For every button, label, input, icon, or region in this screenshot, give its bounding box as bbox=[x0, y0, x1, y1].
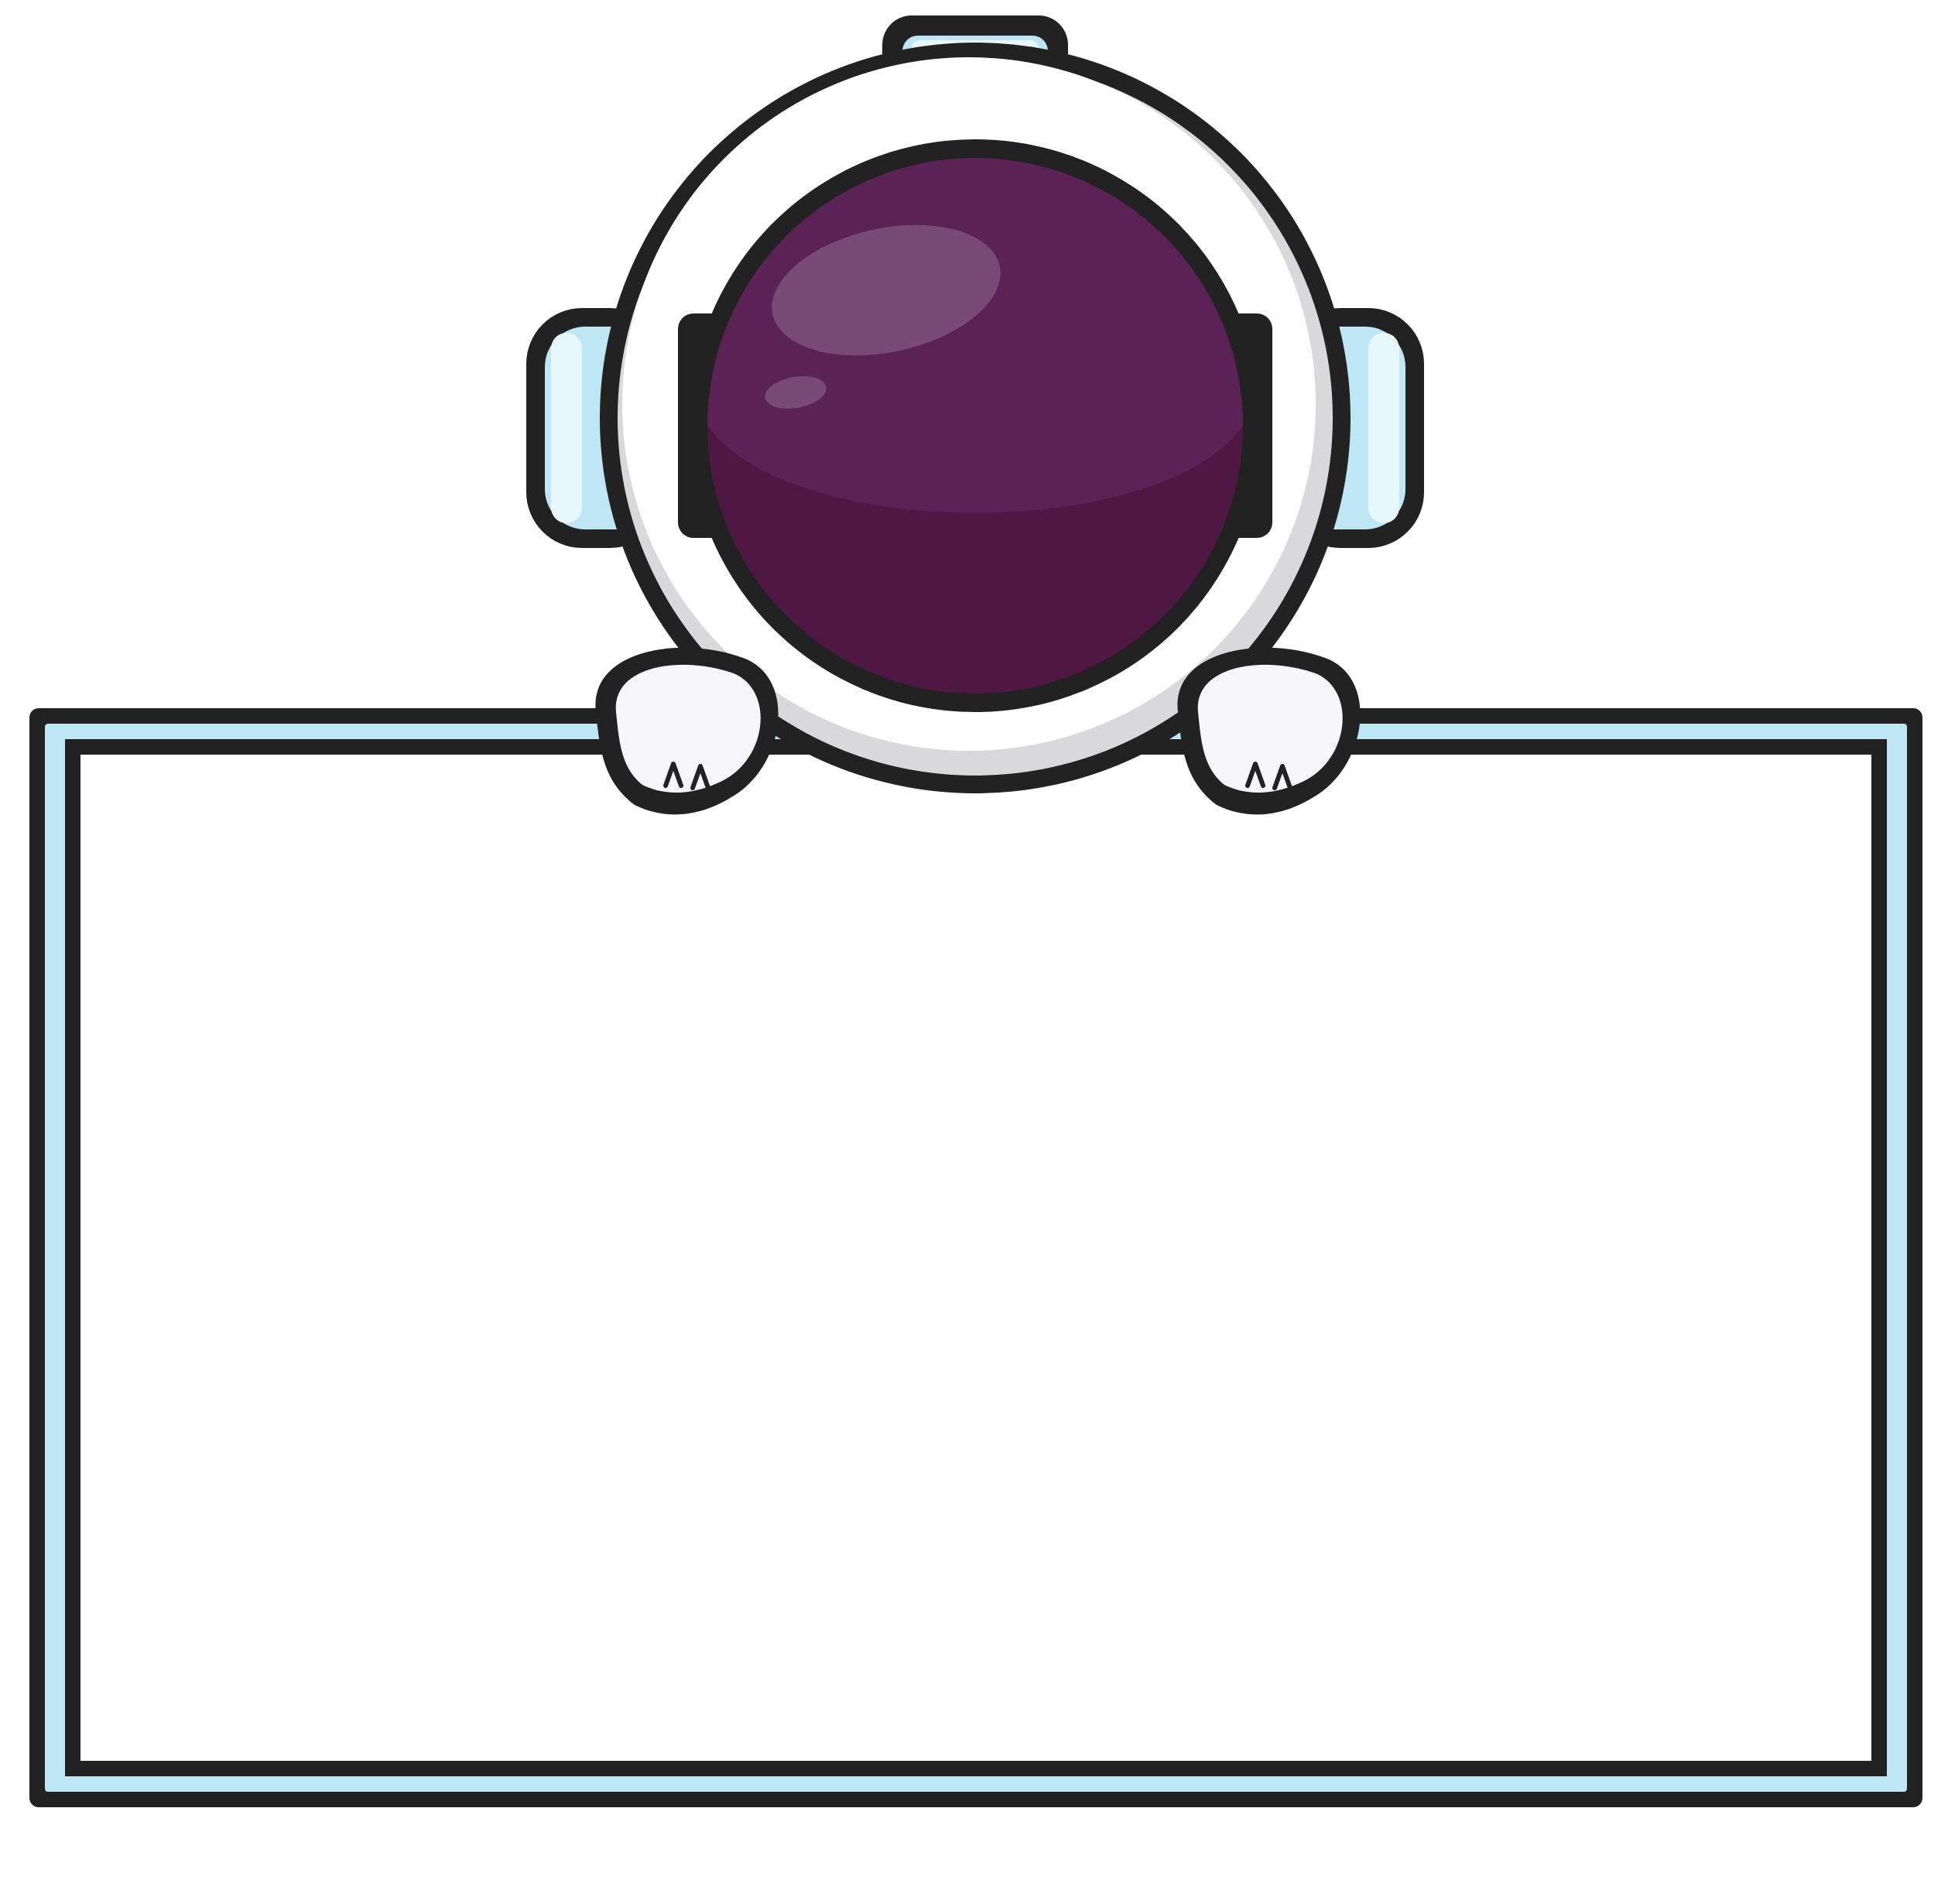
visor-highlight-large bbox=[772, 224, 1001, 356]
sign-blank-area bbox=[80, 755, 1871, 1761]
right-glove bbox=[1177, 647, 1361, 815]
visor-highlight-small bbox=[765, 376, 827, 409]
sign-board bbox=[29, 708, 1922, 1807]
left-glove bbox=[595, 647, 779, 815]
helmet-visor bbox=[678, 139, 1272, 712]
